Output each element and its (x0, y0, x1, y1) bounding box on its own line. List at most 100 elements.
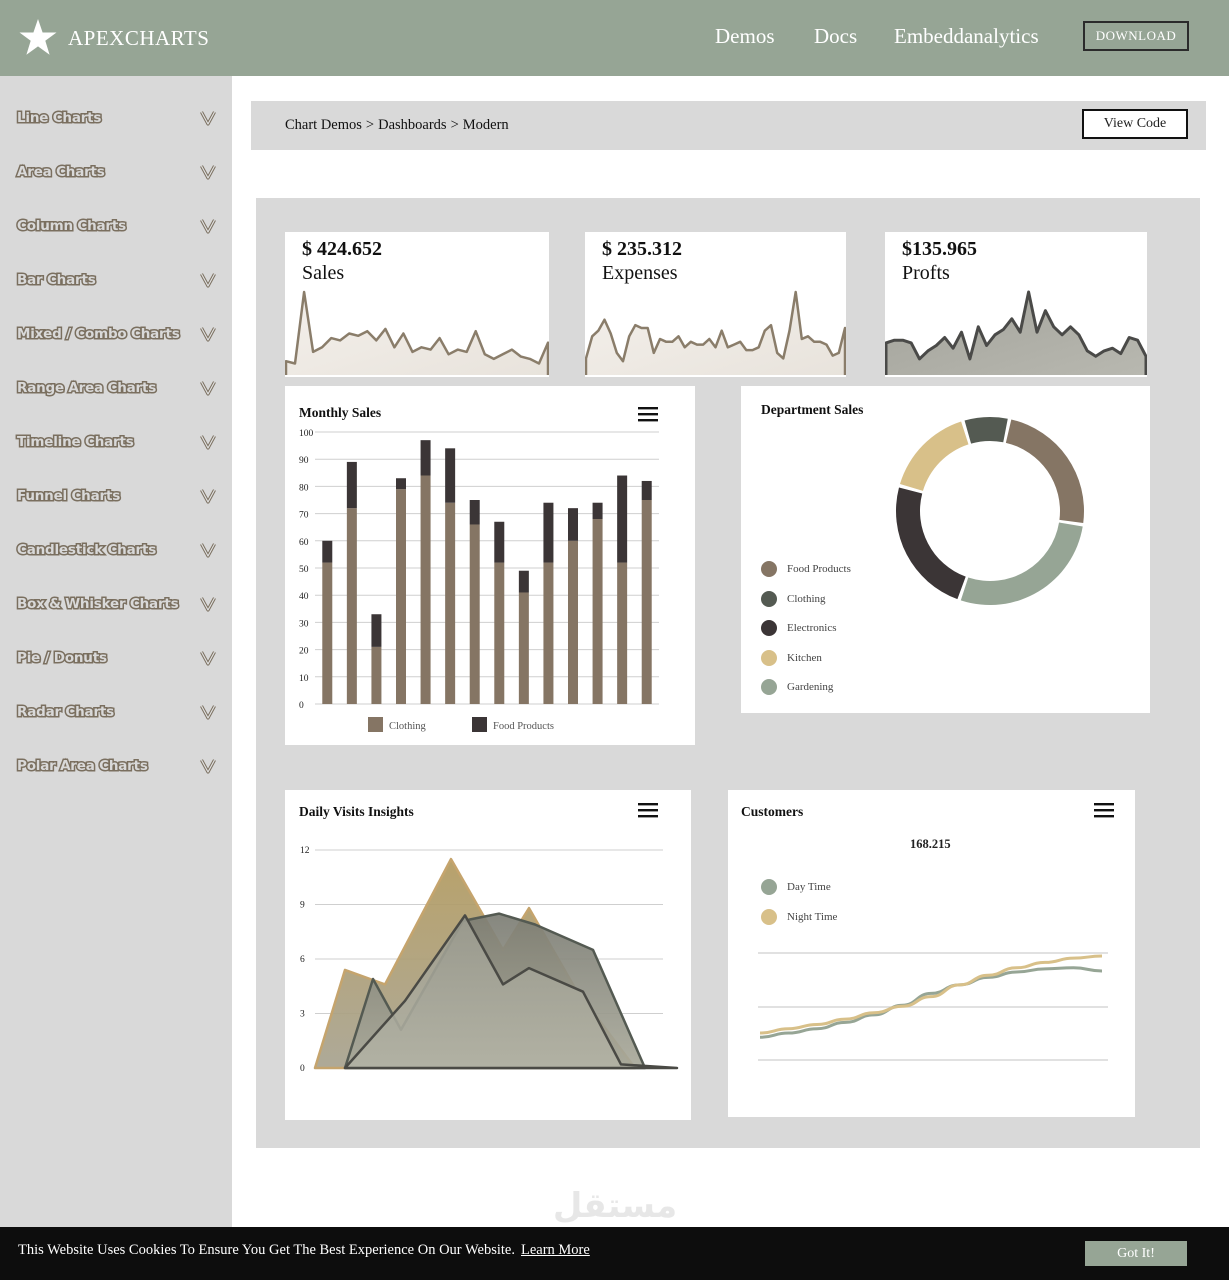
bar-food-products (420, 440, 431, 476)
sidebar: Line Charts Area Charts Column Charts Bar C… (0, 76, 232, 1280)
sidebar-item[interactable]: Column Charts (16, 216, 217, 240)
sidebar-item-label: Range Area Charts (15, 379, 157, 398)
sidebar-item[interactable]: Range Area Charts (15, 378, 217, 402)
bar-clothing (494, 562, 505, 704)
chevron-stroke-outer (200, 165, 216, 180)
nav-embeddanalytics[interactable]: Embeddanalytics (894, 24, 1039, 48)
bar-clothing (445, 502, 456, 704)
legend-item[interactable]: Electronics (761, 620, 836, 636)
sidebar-item[interactable]: Area Charts (16, 162, 217, 186)
profits-label: Profts (902, 262, 950, 284)
chevron-down-icon[interactable] (200, 380, 216, 396)
menu-icon[interactable] (1094, 802, 1114, 818)
legend-item[interactable]: Kitchen (761, 649, 822, 666)
monthly-sales-chart: 0 10 20 30 40 50 60 70 80 90 100 Clothing Food Produ… (299, 429, 659, 732)
y-tick-label: 60 (299, 538, 309, 548)
bar-food-products (494, 521, 505, 563)
sidebar-item[interactable]: Line Charts (15, 108, 217, 132)
bar-clothing (420, 475, 431, 704)
chevron-down-icon[interactable] (200, 164, 216, 180)
logo[interactable]: APEXCHARTS (18, 18, 209, 58)
sidebar-item[interactable]: Candlestick Charts (15, 540, 217, 564)
donut-slice-food-products (1005, 419, 1084, 523)
download-button[interactable]: DOWNLOAD (1083, 21, 1189, 51)
bar-clothing (518, 592, 529, 704)
chevron-down-icon[interactable] (200, 542, 216, 558)
menu-icon[interactable] (638, 802, 658, 818)
bar-clothing (592, 519, 603, 704)
sparkline-line (885, 290, 1147, 375)
breadcrumb-item-chart-demos[interactable]: Chart Demos (285, 117, 362, 133)
legend-label: Night Time (787, 911, 838, 923)
chevron-down-icon[interactable] (200, 434, 216, 450)
chevron-stroke-outer (200, 381, 216, 396)
sidebar-item[interactable]: Bar Charts (16, 270, 217, 294)
got-it-button[interactable]: Got It! (1085, 1241, 1187, 1266)
bar-food-products (445, 448, 456, 503)
nav-docs[interactable]: Docs (814, 24, 858, 48)
donut-slice-clothing (964, 417, 1008, 444)
chevron-down-icon[interactable] (200, 704, 216, 720)
sparkline-area (586, 292, 845, 375)
daily-visits-card: 0 3 6 9 12 Daily Visits Insights (285, 790, 691, 1120)
bar-food-products (518, 570, 529, 593)
bar-clothing (543, 562, 554, 704)
logo-text: APEXCHARTS (68, 25, 210, 50)
chevron-down-icon[interactable] (200, 272, 216, 288)
view-code-button[interactable]: View Code (1082, 109, 1188, 139)
chevron-stroke-outer (200, 597, 216, 612)
bar-food-products (568, 508, 578, 541)
line-night-time (759, 954, 1103, 1035)
bar-food-products (371, 614, 382, 647)
sidebar-item[interactable]: Polar Area Charts (16, 756, 217, 780)
breadcrumb-bar: Chart Demos > Dashboards > Modern View Code (251, 101, 1206, 150)
y-tick-label: 10 (299, 674, 309, 684)
chevron-stroke-outer (200, 111, 216, 126)
sidebar-item[interactable]: Box & Whisker Charts (16, 594, 217, 618)
chevron-stroke-inner (200, 489, 216, 503)
chevron-down-icon[interactable] (200, 650, 216, 666)
menu-icon[interactable] (638, 406, 658, 422)
chevron-stroke-outer (200, 219, 216, 234)
chevron-down-icon[interactable] (200, 758, 216, 774)
chevron-down-icon[interactable] (200, 218, 216, 234)
chevron-stroke-outer (200, 543, 216, 558)
chevron-down-icon[interactable] (200, 326, 216, 342)
chevron-stroke-inner (200, 705, 216, 719)
chevron-down-icon[interactable] (200, 110, 216, 126)
legend-item[interactable]: Food Products (761, 561, 851, 577)
nav-demos[interactable]: Demos (715, 24, 775, 48)
expenses-value: $ 235.312 (602, 238, 682, 260)
learn-more-link[interactable]: Learn More (520, 1242, 590, 1258)
legend-item[interactable]: Day Time (761, 879, 831, 895)
chevron-down-icon[interactable] (200, 596, 216, 612)
customers-card: Customers 168.215 Day Time Night Time (728, 790, 1135, 1117)
legend-item[interactable]: Night Time (761, 909, 837, 925)
legend-item[interactable]: Clothing (761, 590, 826, 607)
chevron-stroke-inner (200, 273, 216, 287)
sidebar-item[interactable]: Timeline Charts (16, 432, 217, 456)
y-tick-label: 3 (300, 1010, 305, 1020)
y-tick-label: 9 (300, 901, 305, 911)
sales-sparkline (285, 290, 549, 375)
sidebar-item-label: Pie / Donuts (16, 649, 109, 668)
legend-item[interactable]: Gardening (761, 679, 833, 695)
profits-card: $135.965 Profts (885, 232, 1147, 377)
chevron-stroke-inner (200, 327, 216, 341)
sidebar-item[interactable]: Funnel Charts (15, 486, 217, 510)
sidebar-item[interactable]: Radar Charts (15, 702, 217, 726)
chevron-down-icon[interactable] (200, 488, 216, 504)
chevron-stroke-inner (200, 651, 216, 665)
bar-food-products (469, 500, 480, 525)
sidebar-item[interactable]: Pie / Donuts (16, 648, 217, 672)
legend-marker (761, 561, 777, 577)
sales-value: $ 424.652 (302, 238, 382, 260)
sidebar-item-label: Radar Charts (15, 703, 115, 722)
breadcrumb-item-dashboards[interactable]: Dashboards (378, 117, 447, 133)
chevron-stroke-outer (200, 435, 216, 450)
bar-food-products (617, 475, 628, 563)
sidebar-item-label: Box & Whisker Charts (16, 595, 181, 614)
sidebar-item[interactable]: Mixed / Combo Charts (16, 324, 217, 348)
legend-label: Clothing (389, 721, 427, 732)
customers-chart (758, 952, 1108, 1061)
